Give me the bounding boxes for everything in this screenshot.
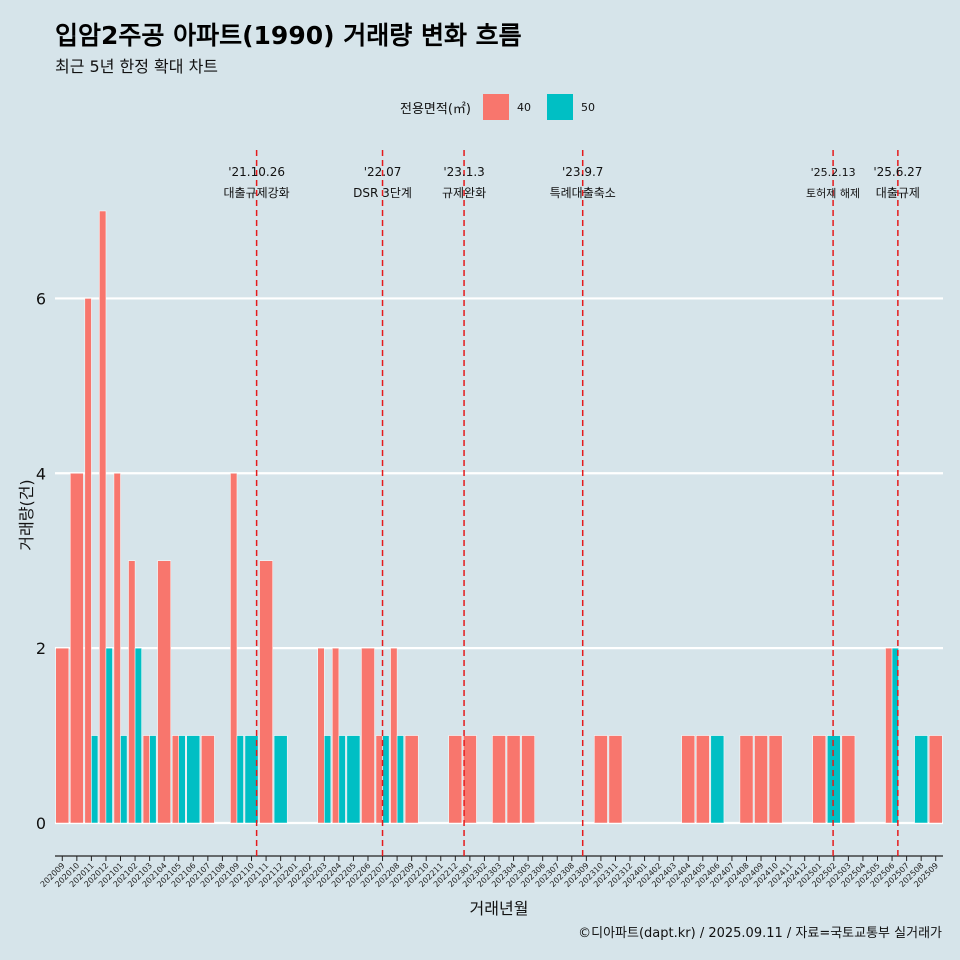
legend-swatch-50: [546, 94, 573, 120]
bar-202303-40: [492, 735, 506, 824]
bar-202501-40: [812, 735, 827, 824]
y-tick-label-1: 2: [36, 639, 46, 658]
bar-202405-40: [696, 735, 710, 824]
event-label-1: DSR 3단계: [353, 186, 412, 200]
legend-title: 전용면적(㎡): [400, 101, 471, 117]
legend-swatch-40: [482, 94, 509, 120]
event-date-2: '23.1.3: [443, 165, 484, 179]
y-axis-title: 거래량(건): [17, 479, 36, 550]
bar-202204-40: [332, 647, 340, 824]
bar-202110-50: [244, 735, 259, 824]
bar-202203-50: [324, 735, 332, 824]
legend-label-50: 50: [580, 100, 595, 114]
event-date-1: '22.07: [364, 165, 402, 179]
bar-202311-40: [608, 735, 623, 824]
bar-202101-40: [113, 473, 121, 824]
event-date-4: '25.2.13: [811, 166, 856, 179]
bar-202207-40: [375, 735, 383, 824]
event-label-2: 규제완화: [442, 186, 486, 200]
bar-202209-40: [404, 735, 419, 824]
footer-credit: ©디아파트(dapt.kr) / 2025.09.11 / 자료=국토교통부 실…: [578, 926, 942, 941]
bar-202203-40: [317, 647, 325, 824]
bar-202011-50: [91, 735, 99, 824]
bar-202502-50: [827, 735, 841, 824]
event-date-0: '21.10.26: [228, 165, 285, 179]
bar-202011-40: [84, 298, 92, 824]
bar-202207-50: [382, 735, 390, 824]
bar-202208-50: [396, 735, 404, 824]
y-tick-label-2: 4: [36, 464, 46, 483]
bar-202106-50: [186, 735, 201, 824]
chart-subtitle: 최근 5년 한정 확대 차트: [55, 57, 219, 76]
x-axis-title: 거래년월: [470, 899, 529, 918]
event-label-3: 특례대출축소: [550, 186, 616, 200]
bar-202310-40: [594, 735, 608, 824]
bar-202409-40: [754, 735, 768, 824]
bar-202508-50: [914, 735, 928, 824]
bar-202107-40: [201, 735, 215, 824]
bar-202104-40: [157, 560, 171, 824]
bar-202404-40: [681, 735, 696, 824]
bar-202305-40: [521, 735, 535, 824]
legend: 전용면적(㎡) 40 50: [400, 94, 611, 120]
event-date-3: '23.9.7: [562, 165, 603, 179]
bar-202012-50: [105, 647, 113, 824]
y-tick-label-3: 6: [36, 289, 46, 308]
bar-202506-40: [885, 647, 893, 824]
bar-202105-40: [171, 735, 179, 824]
chart-title: 입암2주공 아파트(1990) 거래량 변화 흐름: [55, 21, 522, 50]
bar-202010-40: [70, 473, 84, 824]
bar-202103-50: [149, 735, 157, 824]
legend-label-40: 40: [516, 100, 531, 114]
bar-202012-40: [99, 210, 107, 824]
bar-202102-40: [128, 560, 136, 824]
bar-202112-50: [273, 735, 288, 824]
bar-202503-40: [841, 735, 856, 824]
bar-202206-40: [361, 647, 375, 824]
bar-202509-40: [928, 735, 943, 824]
bar-202103-40: [142, 735, 150, 824]
bar-202410-40: [768, 735, 783, 824]
bar-202301-40: [463, 735, 477, 824]
bar-202408-40: [739, 735, 754, 824]
bar-202204-50: [338, 735, 346, 824]
bar-202208-40: [390, 647, 398, 824]
bar-202105-50: [178, 735, 186, 824]
bar-202406-50: [710, 735, 725, 824]
bar-202102-50: [134, 647, 142, 824]
event-date-5: '25.6.27: [873, 165, 922, 179]
bar-202101-50: [120, 735, 128, 824]
event-label-5: 대출규제: [876, 186, 920, 200]
bar-202109-40: [230, 473, 238, 824]
bar-202111-40: [259, 560, 273, 824]
bar-202304-40: [506, 735, 521, 824]
y-tick-label-0: 0: [36, 814, 46, 833]
event-label-0: 대출규제강화: [223, 186, 289, 200]
bar-202212-40: [448, 735, 463, 824]
bar-202109-50: [236, 735, 244, 824]
event-label-4: 토허제 해제: [806, 186, 860, 200]
bar-202205-50: [346, 735, 361, 824]
bar-202009-40: [55, 647, 70, 824]
